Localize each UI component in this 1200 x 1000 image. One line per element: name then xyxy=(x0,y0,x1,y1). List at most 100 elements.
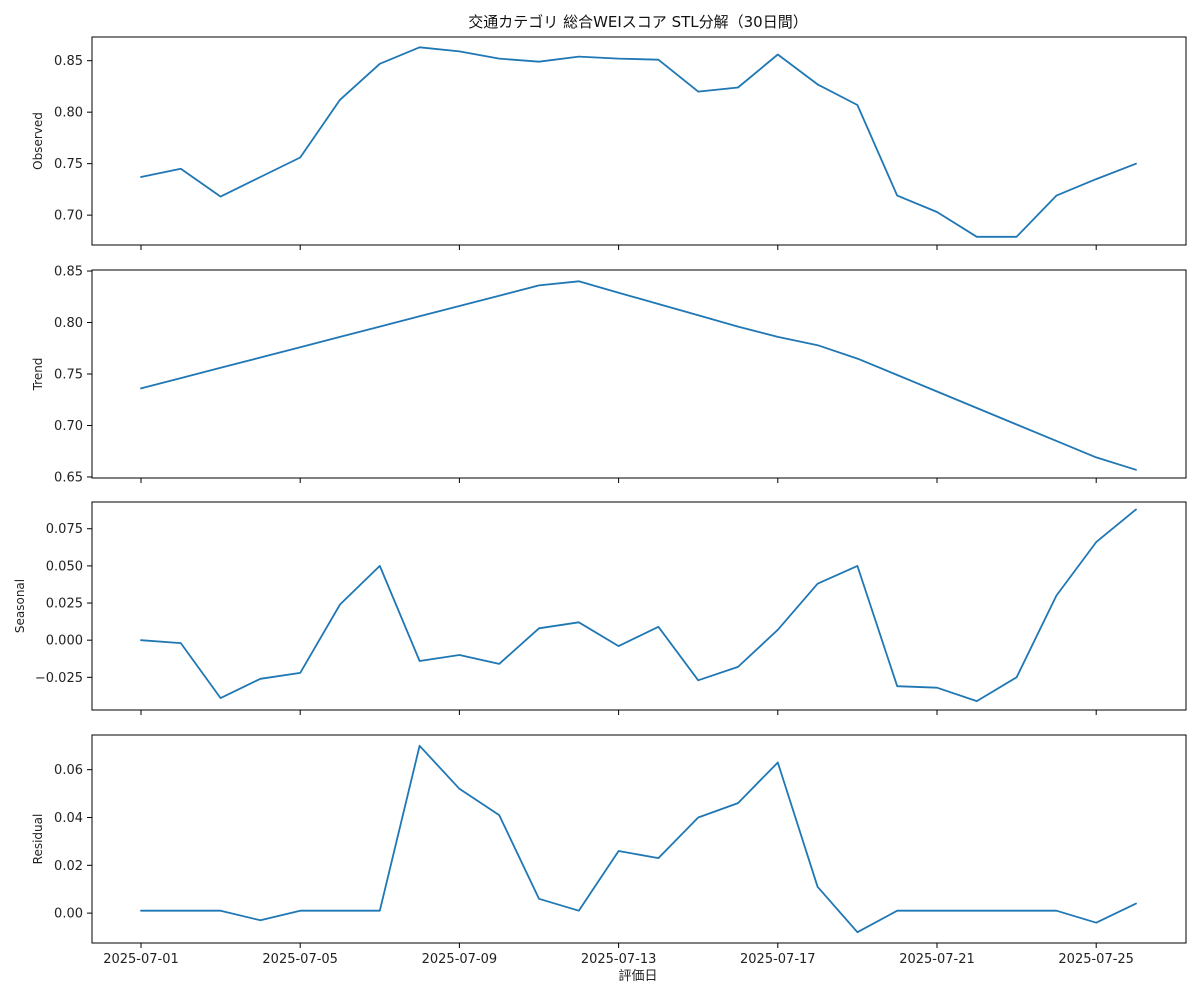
x-tick-label: 2025-07-21 xyxy=(899,952,975,967)
seasonal-data-point xyxy=(259,678,261,680)
seasonal-series-line xyxy=(140,508,1137,702)
seasonal-data-point xyxy=(418,660,420,662)
seasonal-data-point xyxy=(180,642,182,644)
trend-data-point xyxy=(538,284,540,286)
observed-data-point xyxy=(578,55,580,57)
observed-data-point xyxy=(140,176,142,178)
chart-title: 交通カテゴリ 総合WEIスコア STL分解（30日間） xyxy=(468,13,807,31)
trend-data-point xyxy=(299,346,301,348)
residual-panel-frame xyxy=(91,734,1187,944)
residual-data-point xyxy=(737,802,739,804)
trend-data-point xyxy=(1095,456,1097,458)
residual-data-point xyxy=(617,850,619,852)
observed-y-tick-label: 0.70 xyxy=(54,209,83,224)
trend-data-point xyxy=(219,367,221,369)
seasonal-data-point xyxy=(657,626,659,628)
x-tick-label: 2025-07-17 xyxy=(740,952,816,967)
observed-data-point xyxy=(339,99,341,101)
trend-data-point xyxy=(418,315,420,317)
residual-data-point xyxy=(1095,921,1097,923)
observed-y-tick-label: 0.85 xyxy=(54,54,83,69)
x-axis-label: 評価日 xyxy=(618,969,657,984)
trend-data-point xyxy=(737,325,739,327)
seasonal-data-point xyxy=(1015,676,1017,678)
residual-data-point xyxy=(816,886,818,888)
residual-data-point xyxy=(657,857,659,859)
residual-data-point xyxy=(936,910,938,912)
residual-y-tick-label: 0.06 xyxy=(54,763,83,778)
seasonal-data-point xyxy=(219,697,221,699)
trend-data-point xyxy=(976,407,978,409)
residual-data-point xyxy=(1015,910,1017,912)
residual-data-point xyxy=(896,910,898,912)
observed-y-tick-label: 0.75 xyxy=(54,157,83,172)
trend-data-point xyxy=(339,336,341,338)
seasonal-data-point xyxy=(1135,508,1137,510)
observed-data-point xyxy=(180,168,182,170)
seasonal-panel-frame xyxy=(91,501,1187,711)
x-tick-label: 2025-07-01 xyxy=(103,952,179,967)
trend-data-point xyxy=(498,295,500,297)
residual-data-point xyxy=(339,910,341,912)
trend-data-point xyxy=(379,325,381,327)
observed-panel-frame xyxy=(91,36,1187,246)
observed-data-point xyxy=(259,176,261,178)
observed-data-point xyxy=(697,90,699,92)
trend-data-point xyxy=(896,374,898,376)
trend-data-point xyxy=(816,344,818,346)
trend-y-axis-label: Trend xyxy=(31,358,45,392)
seasonal-data-point xyxy=(538,627,540,629)
trend-data-point xyxy=(140,387,142,389)
residual-data-point xyxy=(259,919,261,921)
seasonal-data-point xyxy=(697,679,699,681)
seasonal-y-tick-label: 0.050 xyxy=(46,559,83,574)
trend-y-tick-label: 0.80 xyxy=(54,316,83,331)
seasonal-y-axis-label: Seasonal xyxy=(13,579,27,633)
x-tick-label: 2025-07-13 xyxy=(581,952,657,967)
residual-series-line xyxy=(140,744,1137,934)
trend-y-tick-label: 0.70 xyxy=(54,419,83,434)
observed-data-point xyxy=(538,61,540,63)
trend-data-point xyxy=(777,336,779,338)
trend-data-point xyxy=(1055,440,1057,442)
seasonal-data-point xyxy=(816,583,818,585)
residual-data-point xyxy=(498,814,500,816)
observed-data-point xyxy=(816,83,818,85)
observed-y-tick-label: 0.80 xyxy=(54,106,83,121)
trend-data-point xyxy=(259,356,261,358)
seasonal-y-tick-label: 0.025 xyxy=(46,597,83,612)
trend-data-point xyxy=(1135,469,1137,471)
trend-data-point xyxy=(856,357,858,359)
observed-series-line xyxy=(140,46,1137,238)
residual-data-point xyxy=(578,910,580,912)
residual-data-point xyxy=(777,761,779,763)
observed-data-point xyxy=(617,57,619,59)
observed-data-point xyxy=(299,156,301,158)
trend-y-tick-label: 0.65 xyxy=(54,470,83,485)
observed-data-point xyxy=(856,104,858,106)
seasonal-data-point xyxy=(339,603,341,605)
residual-data-point xyxy=(180,910,182,912)
residual-data-point xyxy=(140,910,142,912)
seasonal-data-point xyxy=(856,565,858,567)
seasonal-y-tick-label: 0.000 xyxy=(46,634,83,649)
observed-data-point xyxy=(1095,178,1097,180)
trend-data-point xyxy=(657,303,659,305)
trend-data-point xyxy=(936,390,938,392)
seasonal-data-point xyxy=(617,645,619,647)
residual-data-point xyxy=(458,788,460,790)
trend-series-line xyxy=(140,280,1137,471)
residual-data-point xyxy=(379,910,381,912)
residual-y-tick-label: 0.00 xyxy=(54,907,83,922)
seasonal-data-point xyxy=(737,666,739,668)
seasonal-data-point xyxy=(458,654,460,656)
trend-data-point xyxy=(1015,423,1017,425)
seasonal-data-point xyxy=(1055,594,1057,596)
observed-data-point xyxy=(737,86,739,88)
seasonal-y-tick-label: −0.025 xyxy=(35,671,83,686)
seasonal-data-point xyxy=(976,700,978,702)
trend-y-tick-label: 0.85 xyxy=(54,265,83,280)
observed-data-point xyxy=(498,57,500,59)
